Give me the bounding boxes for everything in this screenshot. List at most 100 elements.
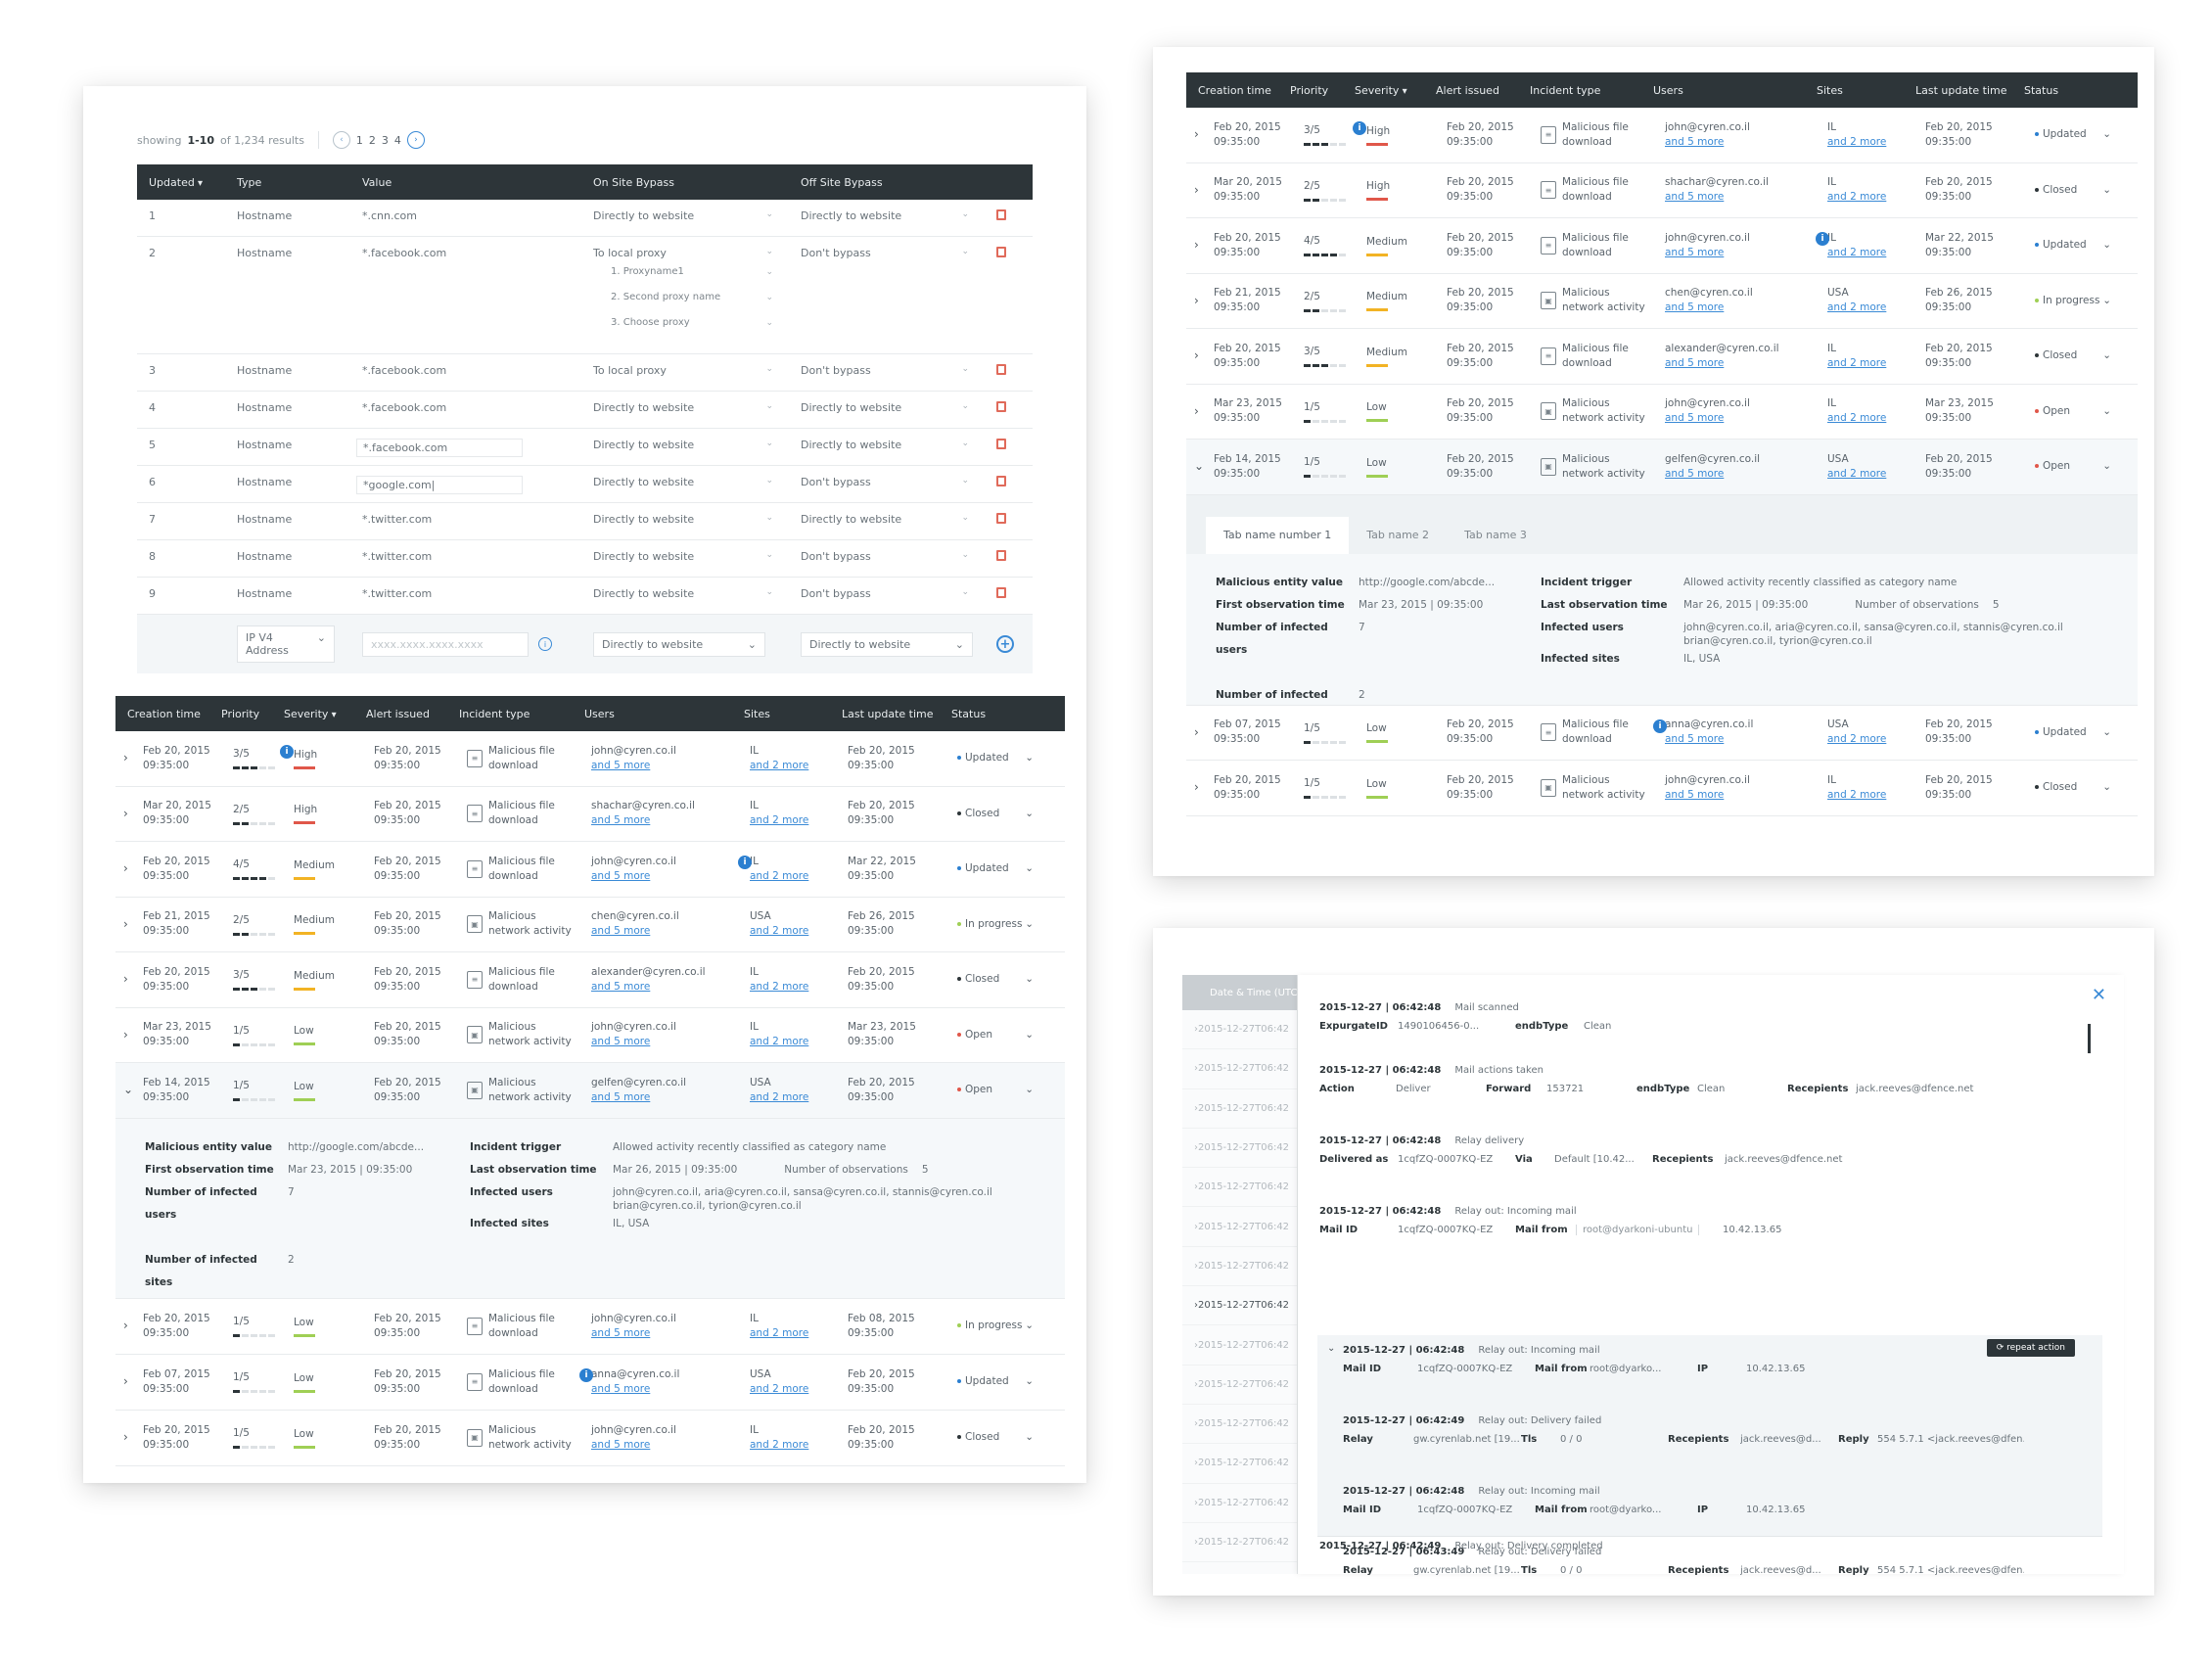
chevron-right-icon[interactable]: › [123,972,128,987]
log-sidebar-item[interactable]: › 2015-12-27T06:42 [1182,1089,1297,1129]
status-select[interactable]: In progress ⌄ [949,917,1045,932]
tab-3[interactable]: Tab name 3 [1464,529,1527,541]
row-value[interactable]: *.cnn.com [362,209,417,222]
sites-more-link[interactable]: and 2 more [750,1438,809,1451]
users-more-link[interactable]: and 5 more [1665,412,1725,425]
users-more-link[interactable]: and 5 more [591,980,651,993]
col-last-update[interactable]: Last update time [842,707,934,720]
incident-row[interactable]: › Feb 07, 2015 09:35:00 1/5 Low Feb 20, 2015 0… [115,1354,1065,1411]
info-icon[interactable]: i [1353,121,1366,135]
sites-more-link[interactable]: and 2 more [750,980,809,993]
tab-2[interactable]: Tab name 2 [1366,529,1430,541]
col-updated[interactable]: Updated [137,176,225,189]
users-more-link[interactable]: and 5 more [591,1090,651,1103]
col-creation[interactable]: Creation time [127,707,201,720]
value-input[interactable]: *google.com| [356,476,523,494]
col-priority[interactable]: Priority [221,707,260,720]
on-site-select[interactable]: Directly to website ⌄ [581,476,789,488]
log-sidebar-item[interactable]: › 2015-12-27T06:42 [1182,1366,1297,1405]
incident-row[interactable]: › Feb 20, 2015 09:35:00 3/5 Medium Feb 20, 20… [115,952,1065,1008]
log-sidebar-item[interactable]: › 2015-12-27T06:42 [1182,1247,1297,1287]
sites-more-link[interactable]: and 2 more [750,1382,809,1395]
sites-more-link[interactable]: and 2 more [1827,788,1887,801]
info-icon[interactable]: i [280,745,294,759]
info-icon[interactable]: i [579,1367,593,1382]
col-off-site[interactable]: Off Site Bypass [801,175,883,189]
log-sidebar-item[interactable]: › 2015-12-27T06:42 [1182,1129,1297,1169]
users-more-link[interactable]: and 5 more [591,1382,651,1395]
status-select[interactable]: Open ⌄ [2027,459,2123,474]
status-select[interactable]: Closed ⌄ [2027,348,2123,363]
col-on-site[interactable]: On Site Bypass [593,175,674,189]
incident-row[interactable]: › Feb 21, 2015 09:35:00 2/5 Medium Feb 20, 20… [1186,273,2138,329]
page-4[interactable]: 4 [393,133,401,147]
info-icon[interactable]: i [738,856,752,869]
status-select[interactable]: Updated ⌄ [949,1374,1045,1389]
mail-from-input[interactable]: root@dyarkoni-ubuntu [1576,1225,1700,1235]
off-site-select[interactable]: Don't bypass ⌄ [789,247,985,259]
trash-icon[interactable] [996,587,1006,598]
chevron-right-icon[interactable]: › [123,1027,128,1042]
value-input[interactable]: *.facebook.com [356,439,523,457]
col-incident-type[interactable]: Incident type [459,707,530,720]
users-more-link[interactable]: and 5 more [591,925,651,938]
chevron-right-icon[interactable]: › [1194,403,1199,418]
row-value[interactable]: *.facebook.com [362,364,447,377]
info-icon[interactable]: i [1816,232,1829,246]
col-users[interactable]: Users [1653,83,1683,97]
incident-row[interactable]: › Mar 23, 2015 09:35:00 1/5 Low Feb 20, 2015 0… [115,1007,1065,1063]
status-select[interactable]: Open ⌄ [949,1028,1045,1042]
col-creation[interactable]: Creation time [1198,83,1271,97]
chevron-right-icon[interactable]: › [1194,348,1199,363]
col-type[interactable]: Type [237,175,262,189]
off-site-select[interactable]: Directly to website ⌄ [789,401,985,414]
log-sidebar-item[interactable]: › 2015-12-27T06:42 [1182,1286,1297,1326]
off-site-select[interactable]: Don't bypass ⌄ [789,364,985,377]
users-more-link[interactable]: and 5 more [591,1326,651,1339]
row-value[interactable]: *.facebook.com [362,247,447,259]
trash-icon[interactable] [996,401,1006,412]
sites-more-link[interactable]: and 2 more [750,1090,809,1103]
page-1[interactable]: 1 [355,133,363,147]
status-select[interactable]: Closed ⌄ [949,972,1045,987]
col-status[interactable]: Status [2024,83,2059,97]
row-value[interactable]: *.twitter.com [362,550,433,563]
sites-more-link[interactable]: and 2 more [750,1326,809,1339]
sites-more-link[interactable]: and 2 more [1827,733,1887,746]
sites-more-link[interactable]: and 2 more [1827,412,1887,425]
incident-row[interactable]: › Mar 20, 2015 09:35:00 2/5 High Feb 20, 2015… [115,786,1065,842]
row-value[interactable]: *.twitter.com [362,587,433,600]
incident-row[interactable]: › Feb 20, 2015 09:35:00 3/5 Medium Feb 20, 20… [1186,329,2138,385]
page-2[interactable]: 2 [368,133,376,147]
incident-row[interactable]: › Feb 20, 2015 09:35:00 4/5 Medium Feb 20, 20… [115,842,1065,898]
incident-row[interactable]: › Feb 20, 2015 09:35:00 1/5 Low Feb 20, 2015 0… [115,1298,1065,1355]
on-site-select[interactable]: Directly to website ⌄ [581,587,789,600]
off-site-select[interactable]: Directly to website ⌄ [789,513,985,526]
info-icon[interactable]: i [538,637,552,651]
trash-icon[interactable] [996,476,1006,486]
chevron-right-icon[interactable]: › [1194,238,1199,253]
on-site-select[interactable]: Directly to website ⌄ [581,209,789,222]
sites-more-link[interactable]: and 2 more [1827,301,1887,314]
status-select[interactable]: Updated ⌄ [2027,127,2123,142]
proxy-option[interactable]: 1. Proxyname1 ⌄ [593,259,789,285]
row-value[interactable]: *.facebook.com [362,401,447,414]
repeat-action-button[interactable]: ⟳ repeat action [1986,1339,2075,1357]
sites-more-link[interactable]: and 2 more [750,1036,809,1048]
on-site-select[interactable]: Directly to website ⌄ [581,439,789,451]
off-site-select[interactable]: Don't bypass ⌄ [789,476,985,488]
col-sites[interactable]: Sites [1817,83,1843,97]
proxy-option[interactable]: 2. Second proxy name ⌄ [593,285,789,310]
users-more-link[interactable]: and 5 more [1665,788,1725,801]
col-alert[interactable]: Alert issued [1436,83,1499,97]
chevron-right-icon[interactable]: › [123,1430,128,1444]
users-more-link[interactable]: and 5 more [1665,246,1725,258]
chevron-right-icon[interactable]: › [123,1374,128,1388]
info-icon[interactable]: i [1653,718,1667,733]
chevron-down-icon[interactable]: ⌄ [1194,459,1205,474]
users-more-link[interactable]: and 5 more [591,869,651,882]
on-site-select[interactable]: To local proxy ⌄ 1. Proxyname1 ⌄ 2. Second p… [581,247,789,336]
sites-more-link[interactable]: and 2 more [750,814,809,827]
log-sidebar-item[interactable]: › 2015-12-27T06:42 [1182,1010,1297,1050]
status-select[interactable]: Closed ⌄ [2027,780,2123,795]
